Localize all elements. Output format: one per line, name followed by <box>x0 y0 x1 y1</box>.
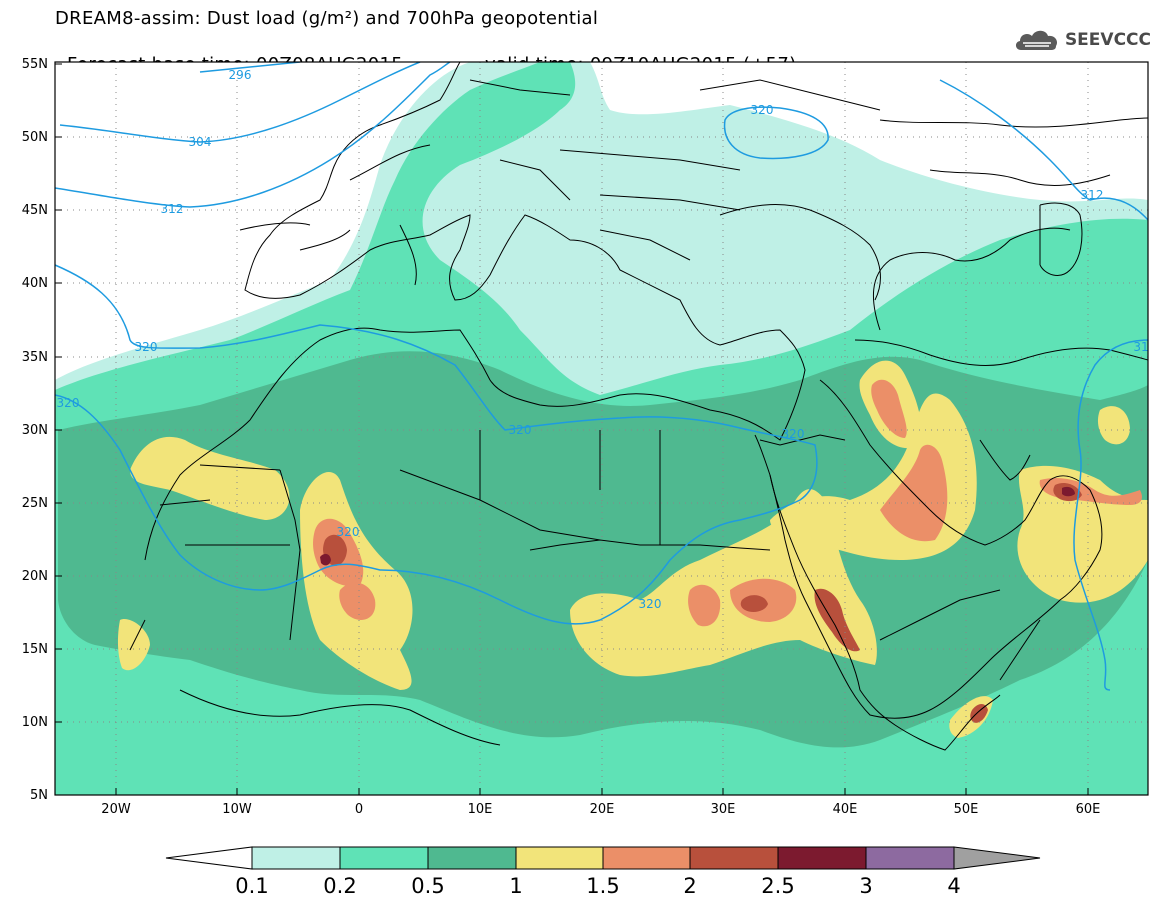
lon-label: 20W <box>101 802 131 817</box>
lat-label: 35N <box>22 350 48 365</box>
colorbar-label: 2 <box>683 874 696 898</box>
graticule <box>55 62 1148 795</box>
lon-label: 10W <box>222 802 252 817</box>
colorbar-segment <box>865 846 955 870</box>
lon-label: 60E <box>1076 802 1101 817</box>
contour-label: 320 <box>509 423 532 437</box>
coastlines <box>129 62 1148 751</box>
contour-label: 320 <box>337 525 360 539</box>
lat-label: 5N <box>30 788 48 803</box>
lat-label: 25N <box>22 496 48 511</box>
colorbar-segment <box>689 846 779 870</box>
cloud-icon <box>1015 30 1057 50</box>
contour-label: 304 <box>189 135 212 149</box>
lon-label: 30E <box>711 802 736 817</box>
lon-label: 0 <box>355 802 363 817</box>
lat-label: 55N <box>22 57 48 72</box>
dust-fields: 296 304 312 320 320 320 320 320 320 320 … <box>55 62 1148 795</box>
colorbar-segment <box>777 846 867 870</box>
seevccc-logo: SEEVCCC <box>1013 26 1151 54</box>
colorbar-lower-arrow <box>165 846 253 870</box>
colorbar-segment <box>251 846 341 870</box>
contour-label: 312 <box>1081 188 1104 202</box>
lat-label: 30N <box>22 423 48 438</box>
latitude-labels: 55N 50N 45N 40N 35N 30N 25N 20N 15N 10N … <box>22 57 48 803</box>
colorbar-label: 0.1 <box>235 874 268 898</box>
contour-label: 296 <box>229 68 252 82</box>
contour-labels: 296 304 312 320 320 320 320 320 320 320 … <box>57 68 1148 611</box>
colorbar-label: 3 <box>859 874 872 898</box>
colorbar-labels: 0.1 0.2 0.5 1 1.5 2 2.5 3 4 <box>235 874 960 898</box>
contour-label: 312 <box>161 202 184 216</box>
geopotential-contours <box>55 62 1148 691</box>
colorbar-segment <box>515 846 604 870</box>
lat-label: 40N <box>22 276 48 291</box>
longitude-labels: 20W 10W 0 10E 20E 30E 40E 50E 60E <box>101 802 1100 817</box>
colorbar-label: 1.5 <box>586 874 619 898</box>
lat-label: 50N <box>22 130 48 145</box>
lon-label: 50E <box>954 802 979 817</box>
lat-label: 10N <box>22 715 48 730</box>
contour-label: 320 <box>639 597 662 611</box>
contour-label: 320 <box>782 427 805 441</box>
colorbar <box>165 846 1041 870</box>
colorbar-segment <box>427 846 517 870</box>
lat-label: 15N <box>22 642 48 657</box>
contour-label: 31 <box>1133 340 1148 354</box>
contour-label: 320 <box>57 396 80 410</box>
colorbar-label: 4 <box>947 874 960 898</box>
colorbar-label: 2.5 <box>761 874 794 898</box>
lat-label: 20N <box>22 569 48 584</box>
colorbar-label: 0.2 <box>323 874 356 898</box>
logo-text: SEEVCCC <box>1064 30 1151 50</box>
axis-ticks <box>55 63 1089 796</box>
colorbar-segment <box>602 846 691 870</box>
map-title: DREAM8-assim: Dust load (g/m²) and 700hP… <box>55 8 599 29</box>
contour-label: 320 <box>751 103 774 117</box>
dust-field-2.5 <box>320 486 1075 566</box>
lon-label: 20E <box>590 802 615 817</box>
colorbar-label: 0.5 <box>411 874 444 898</box>
lat-label: 45N <box>22 203 48 218</box>
colorbar-segment <box>339 846 429 870</box>
lon-label: 10E <box>468 802 493 817</box>
contour-label: 320 <box>135 340 158 354</box>
colorbar-upper-arrow <box>953 846 1041 870</box>
colorbar-label: 1 <box>509 874 522 898</box>
lon-label: 40E <box>833 802 858 817</box>
